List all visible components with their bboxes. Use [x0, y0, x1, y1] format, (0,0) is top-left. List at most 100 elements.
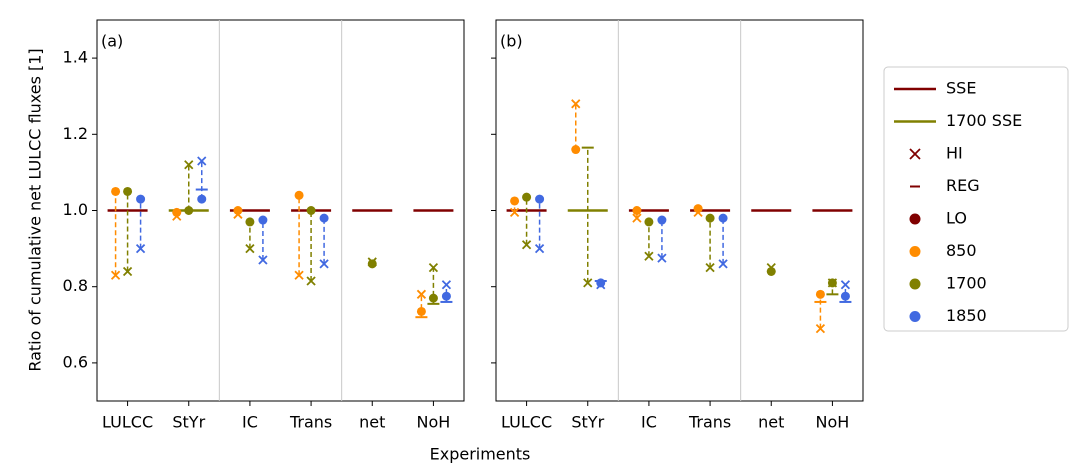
plot-frame: [495, 19, 864, 402]
hi-stroke: [197, 156, 207, 166]
hi-marker: [319, 259, 329, 269]
hi-marker: [509, 207, 520, 218]
hi-stroke: [571, 99, 581, 109]
lo-marker: [197, 194, 207, 204]
legend-label: LO: [946, 209, 967, 228]
lo-marker: [840, 291, 850, 301]
legend-dot: [909, 278, 921, 290]
hi-stroke: [184, 160, 194, 170]
hi-stroke: [583, 278, 593, 288]
lo-marker: [123, 186, 133, 196]
y-tick-label: 0.8: [63, 276, 88, 295]
hi-marker: [815, 323, 826, 334]
hi-stroke: [657, 253, 667, 263]
hi-stroke: [294, 270, 304, 280]
x-tick-label: IC: [641, 413, 657, 432]
panel-label: (a): [101, 32, 123, 51]
lo-marker: [306, 206, 316, 215]
x-tick-label: IC: [242, 413, 258, 432]
legend-hi: [909, 148, 921, 160]
hi-stroke: [509, 207, 520, 218]
hi-marker: [441, 280, 452, 290]
legend-label: SSE: [946, 79, 976, 98]
hi-stroke: [441, 280, 452, 290]
hi-marker: [306, 276, 316, 286]
lo-marker: [367, 259, 377, 269]
hi-marker: [122, 266, 133, 277]
hi-marker: [110, 270, 121, 280]
y-axis-label: Ratio of cumulative net LULCC fluxes [1]: [26, 48, 45, 371]
lo-marker: [136, 194, 146, 204]
lo-marker: [245, 217, 255, 227]
lo-marker: [693, 204, 703, 214]
lo-marker: [233, 206, 243, 215]
lo-marker: [258, 215, 268, 225]
x-tick-label: LULCC: [501, 413, 552, 432]
x-tick-label: LULCC: [102, 413, 153, 432]
hi-marker: [583, 278, 593, 288]
lo-marker: [441, 291, 451, 301]
lo-marker: [571, 145, 581, 155]
legend-lo: [909, 213, 921, 225]
y-tick-label: 0.6: [63, 352, 88, 371]
hi-stroke: [632, 213, 642, 223]
hi-marker: [416, 289, 427, 299]
hi-stroke: [840, 280, 851, 290]
hi-stroke: [534, 243, 545, 254]
hi-stroke: [521, 240, 532, 250]
lo-marker: [428, 293, 438, 303]
x-tick-label: Trans: [688, 413, 731, 432]
hi-marker: [718, 259, 728, 269]
hi-stroke: [705, 263, 715, 273]
hi-stroke: [718, 259, 728, 269]
legend-label: HI: [946, 144, 963, 163]
legend-dot: [909, 311, 921, 322]
hi-marker: [197, 156, 207, 166]
hi-marker: [245, 243, 255, 254]
legend: SSE 1700 SSE HI REG LO 850 1700 1850: [883, 66, 1069, 332]
x-tick-label: StYr: [172, 413, 205, 432]
x-tick-label: net: [359, 413, 385, 432]
lo-marker: [416, 306, 426, 316]
hi-marker: [428, 263, 439, 273]
panel-label: (b): [500, 32, 523, 51]
hi-stroke: [815, 323, 826, 334]
hi-marker: [258, 255, 268, 265]
legend-dot: [909, 246, 921, 257]
lo-marker: [827, 278, 837, 288]
y-tick-label: 1.2: [63, 124, 88, 143]
lo-marker: [111, 186, 121, 196]
x-axis-label: Experiments: [430, 445, 531, 464]
hi-stroke: [135, 243, 146, 254]
hi-stroke: [122, 266, 133, 277]
hi-stroke: [644, 251, 654, 261]
hi-marker: [840, 280, 851, 290]
x-tick-label: net: [758, 413, 784, 432]
hi-stroke: [416, 289, 427, 299]
x-tick-label: NoH: [417, 413, 451, 432]
y-tick-label: 1.0: [63, 200, 88, 219]
y-tick-label: 1.4: [63, 48, 88, 67]
legend-label: 1700 SSE: [946, 111, 1022, 130]
lo-marker: [657, 215, 667, 225]
lo-marker: [535, 194, 545, 204]
legend-label: 850: [946, 241, 977, 260]
hi-stroke: [319, 259, 329, 269]
hi-marker: [657, 253, 667, 263]
hi-marker: [521, 240, 532, 250]
hi-marker: [184, 160, 194, 170]
lo-marker: [596, 278, 606, 288]
hi-marker: [135, 243, 146, 254]
x-tick-label: Trans: [289, 413, 332, 432]
lo-marker: [172, 207, 182, 217]
hi-stroke: [306, 276, 316, 286]
lo-marker: [644, 217, 654, 227]
lo-marker: [522, 192, 532, 202]
x-tick-label: NoH: [816, 413, 850, 432]
legend-label: 1850: [946, 306, 987, 325]
lo-marker: [319, 213, 329, 223]
hi-marker: [534, 243, 545, 254]
lo-marker: [294, 190, 304, 200]
hi-marker: [632, 213, 642, 223]
